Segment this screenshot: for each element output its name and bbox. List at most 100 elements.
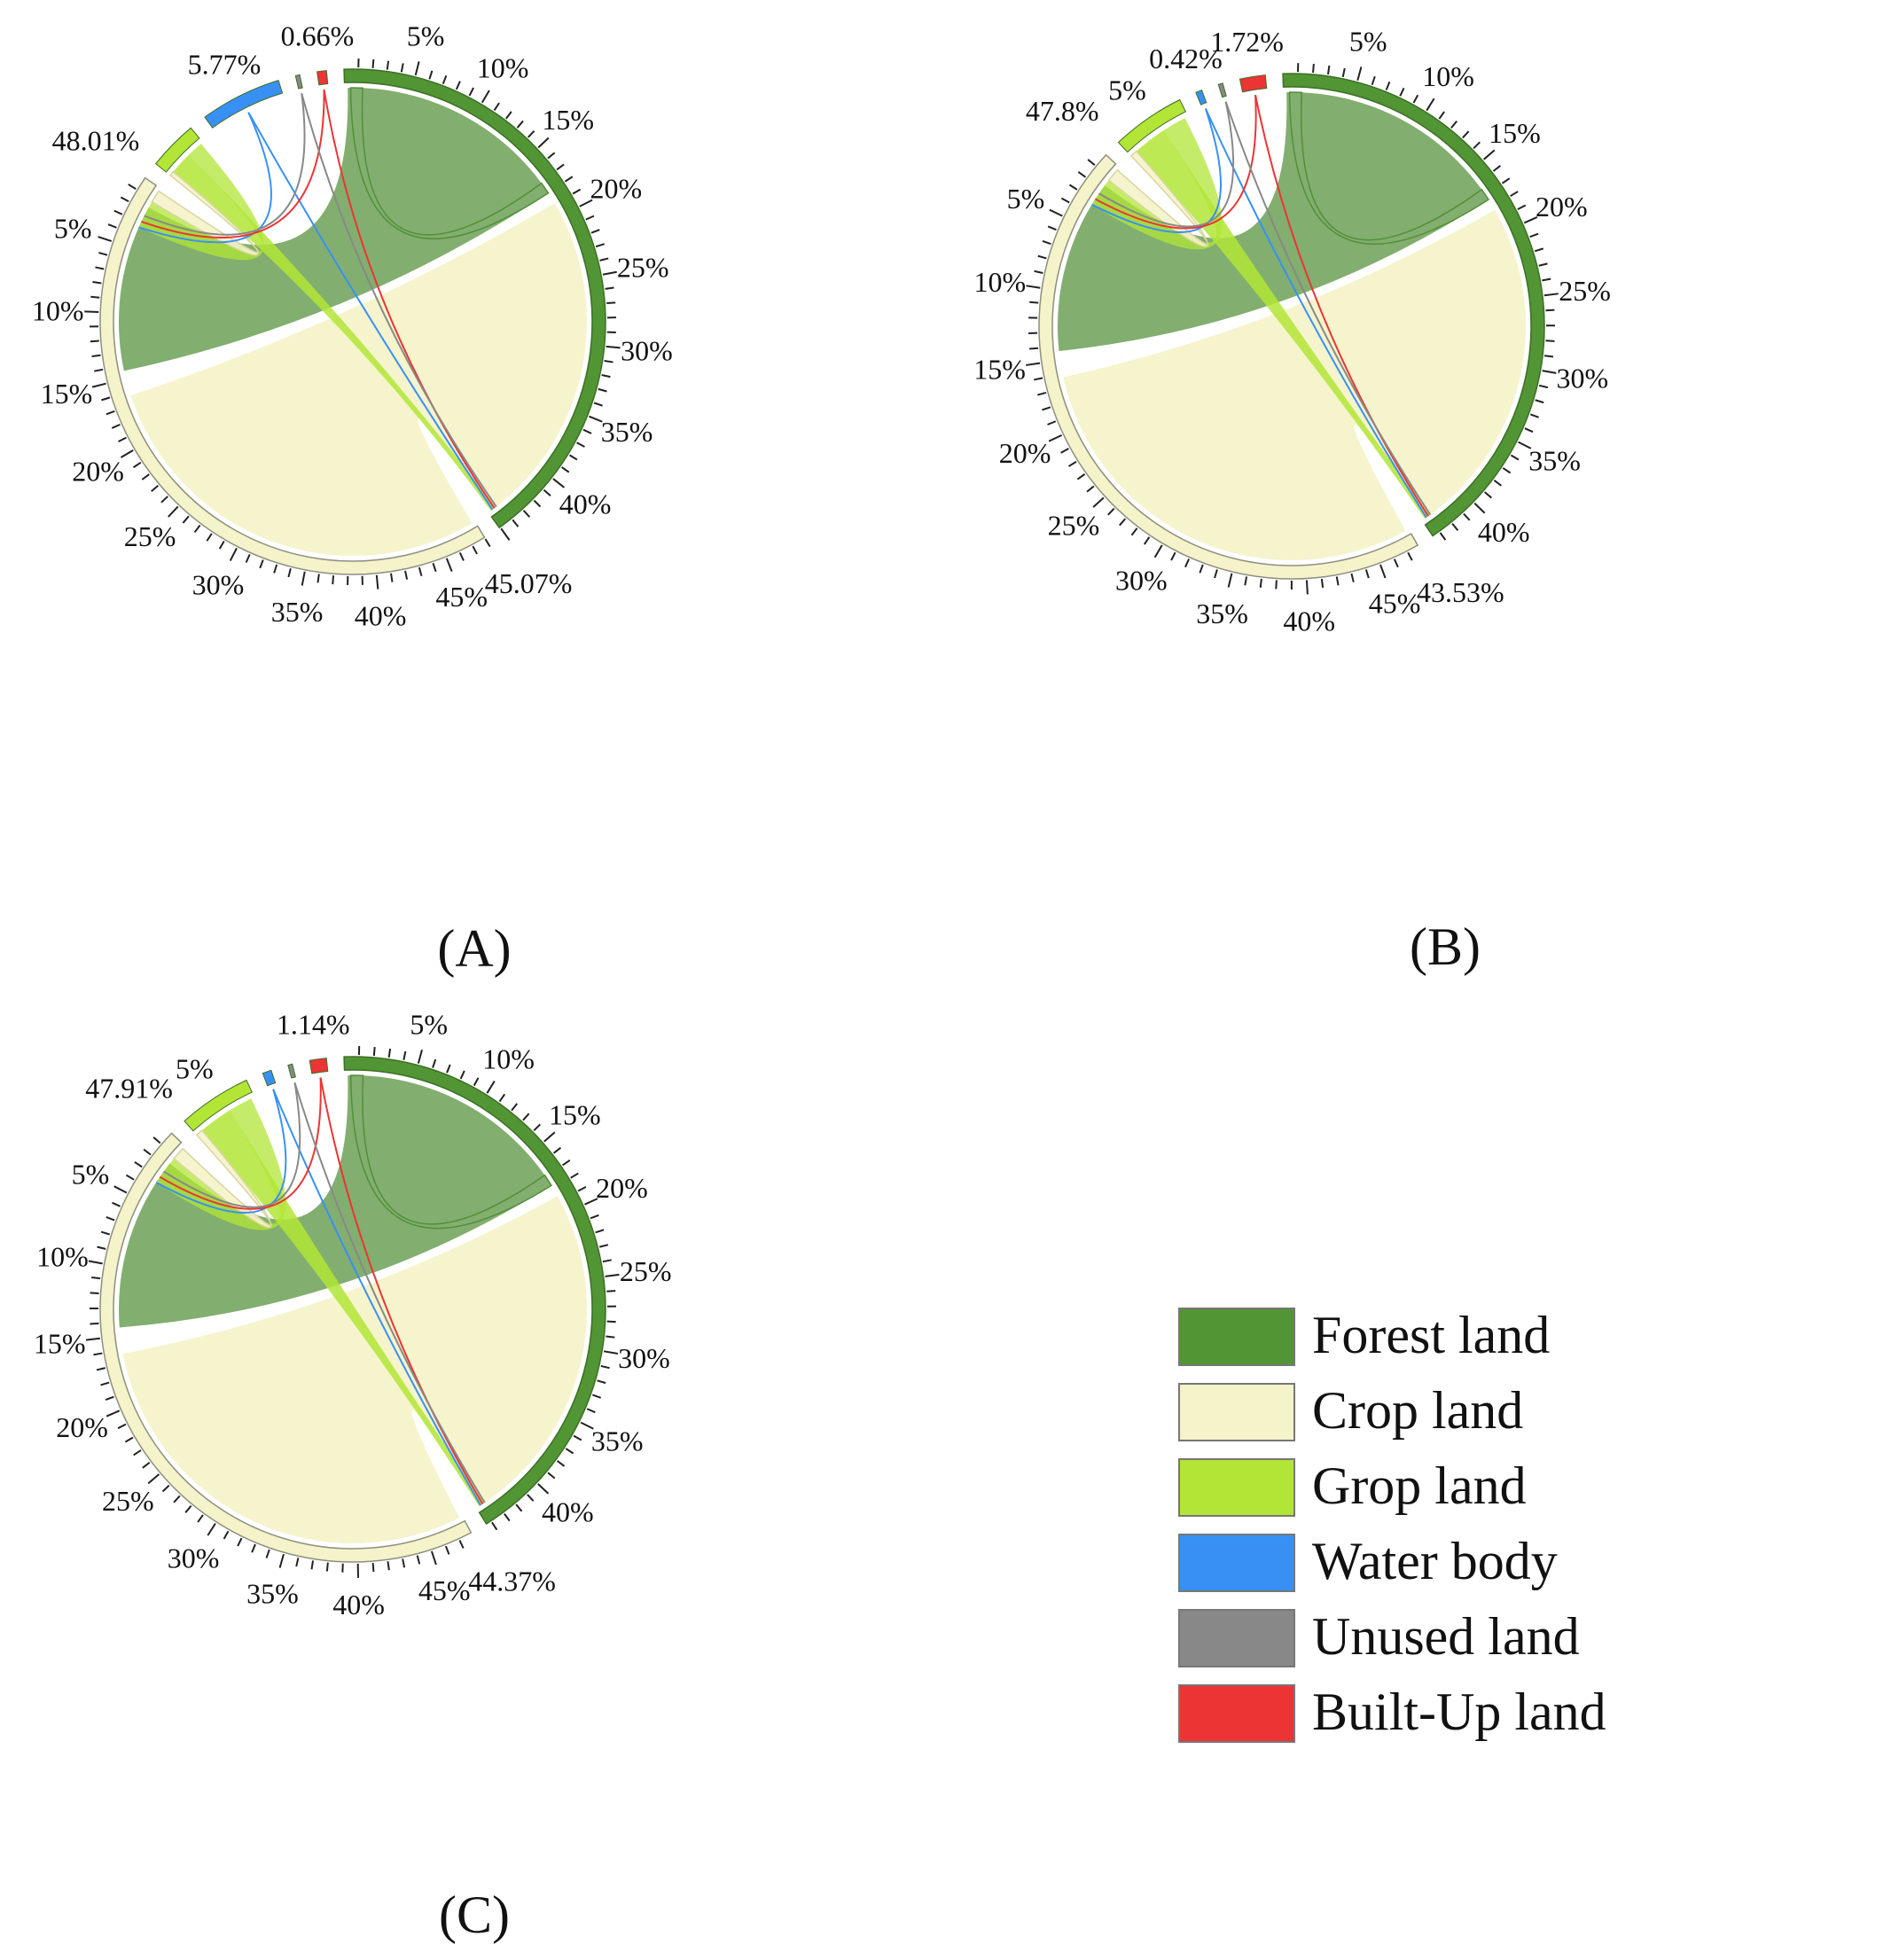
tick-label: 10% (482, 1042, 535, 1074)
tick-mark (1492, 165, 1502, 172)
tick-mark (601, 374, 611, 379)
tick-mark (1047, 420, 1057, 426)
tick-mark (552, 1146, 562, 1154)
ribbon-grop-to-forest (201, 1110, 485, 1507)
tick-mark (547, 1472, 556, 1480)
sector-label-crop: 47.91% (85, 1073, 173, 1105)
ribbon-builtup-line (1254, 94, 1429, 517)
tick-label: 15% (34, 1327, 86, 1359)
tick-mark (143, 1148, 152, 1156)
tick-label: 45% (435, 581, 488, 613)
sector-crop (99, 176, 486, 575)
tick-mark (251, 1543, 256, 1553)
tick-mark (500, 527, 511, 541)
tick-label: 25% (102, 1485, 154, 1517)
tick-label: 25% (617, 251, 669, 283)
tick-label: 10% (973, 266, 1026, 298)
tick-mark (92, 281, 102, 285)
tick-mark (527, 1494, 535, 1502)
tick-mark (486, 1081, 496, 1094)
sector-forest (343, 1056, 606, 1526)
tick-mark (458, 1540, 465, 1549)
tick-mark (599, 257, 609, 262)
tick-mark (1523, 216, 1538, 224)
tick-mark (1068, 184, 1078, 191)
legend-swatch-forest (1178, 1308, 1295, 1366)
tick-mark (1364, 569, 1370, 579)
legend-label-unused: Unused land (1312, 1607, 1580, 1666)
tick-mark (1438, 111, 1445, 120)
tick-label: 20% (72, 455, 124, 487)
ribbon-unused-line (1224, 101, 1432, 516)
tick-mark (595, 243, 606, 248)
tick-mark (1320, 578, 1325, 589)
tick-label: 5% (54, 213, 92, 245)
tick-mark (1034, 269, 1043, 274)
legend-label-forest: Forest land (1312, 1306, 1550, 1364)
tick-mark (160, 496, 168, 504)
tick-mark (94, 368, 104, 372)
sector-label-builtup: 1.72% (1210, 26, 1284, 58)
tick-mark (287, 568, 292, 578)
tick-mark (586, 1408, 596, 1414)
tick-label: 25% (1048, 510, 1100, 542)
tick-mark (142, 1461, 151, 1469)
tick-label: 40% (1283, 605, 1335, 637)
tick-mark (418, 566, 423, 576)
tick-label: 10% (36, 1240, 89, 1272)
sector-ticks: 5% 10% 15% 20% 25% 30% 35% 40% 5% 10% 15% 20% 25% 30%… (32, 20, 673, 631)
tick-mark (1439, 532, 1447, 541)
ribbon-water-line (1204, 108, 1427, 519)
tick-label: 25% (620, 1255, 672, 1287)
tick-mark (325, 1562, 329, 1572)
tick-mark (134, 1160, 143, 1168)
tick-mark (468, 87, 474, 97)
legend-item-builtup: Built-Up land (1178, 1683, 1606, 1743)
tick-mark (1542, 277, 1551, 282)
tick-mark (1451, 523, 1459, 532)
tick-mark (120, 449, 134, 458)
tick-mark (1379, 564, 1387, 579)
tick-label: 20% (999, 437, 1051, 469)
tick-label: 5% (1349, 26, 1387, 58)
tick-mark (1450, 120, 1457, 129)
tick-label: 15% (41, 378, 93, 410)
tick-mark (1341, 67, 1346, 78)
tick-mark (511, 1103, 519, 1112)
ribbon-builtup-line (319, 1077, 484, 1505)
legend-item-water: Water body (1178, 1532, 1558, 1592)
ribbon-crop-to-grop (1107, 150, 1209, 247)
tick-mark (552, 478, 566, 488)
tick-mark (390, 573, 394, 582)
chord-panel-b: 5% 10% 15% 20% 25% 30% 35% 40% 5% 10% 15% 20% 25% 30%… (973, 26, 1611, 976)
ribbon-water-to-crop-line (138, 112, 272, 244)
tick-label: 15% (1489, 117, 1541, 149)
tick-mark (584, 1198, 598, 1206)
tick-mark (556, 163, 565, 171)
sector-label-forest: 45.07% (485, 567, 573, 599)
tick-mark (371, 1563, 375, 1573)
tick-mark (375, 574, 379, 590)
tick-label: 30% (168, 1542, 220, 1573)
tick-mark (445, 558, 453, 573)
tick-mark (1087, 159, 1096, 167)
tick-label: 5% (72, 1159, 110, 1191)
tick-mark (572, 188, 582, 195)
tick-label: 40% (355, 600, 407, 632)
ribbon-builtup-line (323, 89, 496, 509)
tick-mark (533, 1123, 542, 1132)
tick-mark (1029, 347, 1039, 350)
tick-mark (1130, 527, 1138, 536)
tick-mark (400, 63, 404, 73)
tick-mark (152, 1136, 161, 1144)
sector-water (204, 80, 284, 129)
ribbon-forest-to-forest (119, 88, 549, 371)
tick-mark (301, 571, 306, 586)
tick-mark (1305, 580, 1309, 595)
tick-mark (1026, 362, 1041, 366)
sector-label-water: 5.77% (188, 48, 262, 80)
tick-mark (113, 1185, 128, 1194)
tick-mark (128, 184, 137, 190)
sector-label-builtup: 0.66% (281, 20, 355, 52)
tick-mark (218, 541, 225, 550)
